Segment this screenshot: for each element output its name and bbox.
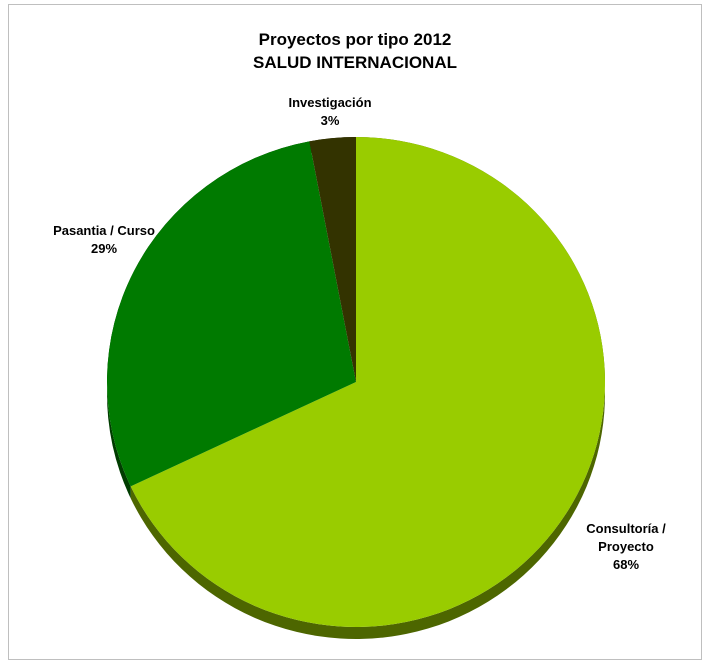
slice-label-investigacion-name: Investigación xyxy=(288,95,372,110)
slice-label-investigacion-value: 3% xyxy=(320,113,340,128)
pie-slice-consultoria xyxy=(130,137,605,627)
slice-label-pasantia: Pasantia / Curso 29% xyxy=(30,222,178,258)
slice-label-pasantia-name: Pasantia / Curso xyxy=(53,223,155,238)
chart-title-block: Proyectos por tipo 2012 SALUD INTERNACIO… xyxy=(0,28,710,74)
slice-label-consultoria-value: 68% xyxy=(612,557,640,572)
pie-top xyxy=(107,137,605,627)
slice-label-investigacion: Investigación 3% xyxy=(260,94,400,130)
pie-slice-pasantia xyxy=(107,141,356,487)
slice-label-consultoria-line2: Proyecto xyxy=(598,539,654,554)
pie-slice-investigacion xyxy=(309,137,356,382)
slice-label-consultoria-line1: Consultoría / xyxy=(586,521,666,536)
slice-label-pasantia-value: 29% xyxy=(90,241,118,256)
slice-label-consultoria: Consultoría / Proyecto 68% xyxy=(566,520,686,574)
chart-title: Proyectos por tipo 2012 xyxy=(258,30,452,49)
chart-subtitle: SALUD INTERNACIONAL xyxy=(253,53,457,72)
